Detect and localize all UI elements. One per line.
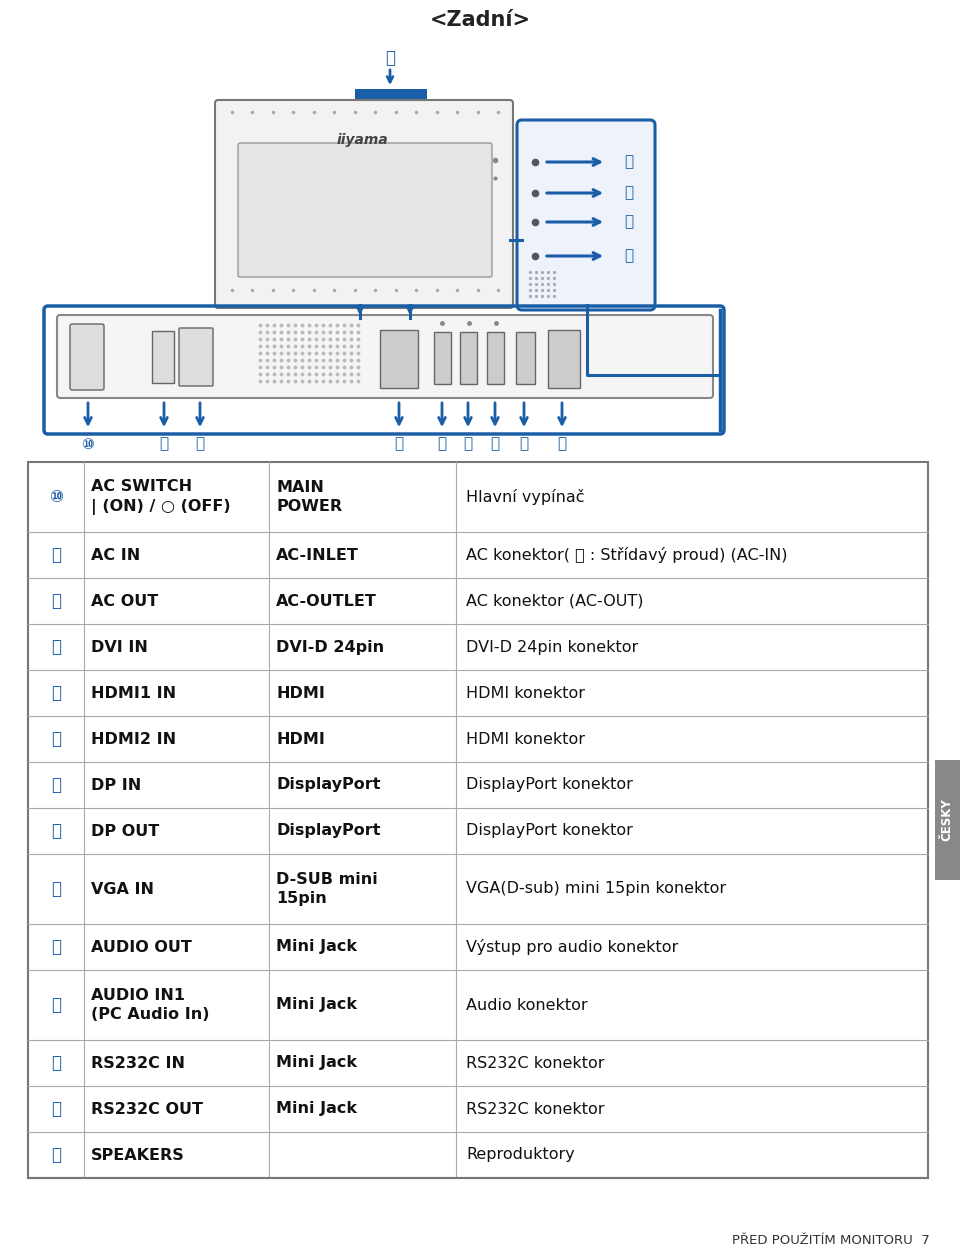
Text: HDMI konektor: HDMI konektor — [466, 731, 585, 747]
Text: ⑲: ⑲ — [51, 938, 61, 956]
Text: Mini Jack: Mini Jack — [276, 997, 357, 1012]
Text: Hlavní vypínač: Hlavní vypínač — [466, 488, 585, 505]
Text: DVI-D 24pin: DVI-D 24pin — [276, 640, 384, 655]
Text: ⑫: ⑫ — [51, 592, 61, 611]
Text: iiyama: iiyama — [336, 133, 388, 147]
Text: ⑱: ⑱ — [558, 437, 566, 452]
Text: ㉓: ㉓ — [51, 1146, 61, 1165]
FancyBboxPatch shape — [179, 329, 213, 387]
Text: ㉑: ㉑ — [624, 214, 634, 229]
Text: RS232C konektor: RS232C konektor — [466, 1102, 605, 1117]
Text: ⑫: ⑫ — [196, 437, 204, 452]
Text: HDMI1 IN: HDMI1 IN — [91, 685, 176, 700]
Text: ⑮: ⑮ — [464, 437, 472, 452]
Text: ⑪: ⑪ — [51, 546, 61, 564]
Text: ⑪: ⑪ — [159, 437, 169, 452]
Text: ㉓: ㉓ — [385, 49, 395, 67]
Text: DisplayPort konektor: DisplayPort konektor — [466, 823, 633, 838]
Text: AC IN: AC IN — [91, 548, 140, 563]
Text: ⑯: ⑯ — [51, 776, 61, 794]
Text: Reproduktory: Reproduktory — [466, 1147, 575, 1162]
Text: ⑩: ⑩ — [49, 488, 63, 506]
Text: AUDIO OUT: AUDIO OUT — [91, 939, 192, 954]
Text: Audio konektor: Audio konektor — [466, 997, 588, 1012]
Text: AC SWITCH
| (ON) / ○ (OFF): AC SWITCH | (ON) / ○ (OFF) — [91, 480, 230, 515]
Bar — [355, 89, 427, 103]
Text: DP IN: DP IN — [91, 778, 141, 792]
Text: ⑳: ⑳ — [51, 996, 61, 1013]
Text: ČESKY: ČESKY — [941, 798, 953, 841]
FancyBboxPatch shape — [238, 144, 492, 277]
Text: DVI-D 24pin konektor: DVI-D 24pin konektor — [466, 640, 638, 655]
Text: AC konektor (AC-OUT): AC konektor (AC-OUT) — [466, 593, 643, 608]
Text: ⑭: ⑭ — [51, 684, 61, 703]
Text: Mini Jack: Mini Jack — [276, 1102, 357, 1117]
Text: <Zadní>: <Zadní> — [429, 10, 531, 30]
Text: ㉒: ㉒ — [624, 248, 634, 263]
Text: DisplayPort konektor: DisplayPort konektor — [466, 778, 633, 792]
FancyBboxPatch shape — [70, 324, 104, 390]
Text: ⑭: ⑭ — [438, 437, 446, 452]
Text: Výstup pro audio konektor: Výstup pro audio konektor — [466, 939, 679, 956]
Bar — [487, 332, 504, 384]
Text: RS232C IN: RS232C IN — [91, 1055, 185, 1070]
Text: AC-INLET: AC-INLET — [276, 548, 359, 563]
Text: ⑲: ⑲ — [624, 155, 634, 170]
FancyBboxPatch shape — [215, 99, 513, 308]
Text: DisplayPort: DisplayPort — [276, 823, 380, 838]
Bar — [548, 330, 580, 388]
Bar — [380, 330, 418, 388]
Text: AC OUT: AC OUT — [91, 593, 158, 608]
Text: HDMI konektor: HDMI konektor — [466, 685, 585, 700]
Text: ⑰: ⑰ — [519, 437, 529, 452]
Bar — [28, 462, 928, 1178]
Text: SPEAKERS: SPEAKERS — [91, 1147, 184, 1162]
Text: ⑬: ⑬ — [51, 638, 61, 656]
Text: VGA(D-sub) mini 15pin konektor: VGA(D-sub) mini 15pin konektor — [466, 881, 726, 896]
Text: MAIN
POWER: MAIN POWER — [276, 480, 342, 515]
Text: HDMI2 IN: HDMI2 IN — [91, 731, 176, 747]
Text: D-SUB mini
15pin: D-SUB mini 15pin — [276, 871, 377, 906]
Bar — [152, 331, 174, 383]
Text: VGA IN: VGA IN — [91, 881, 154, 896]
Text: AC konektor( ～ : Střídavý proud) (AC-IN): AC konektor( ～ : Střídavý proud) (AC-IN) — [466, 546, 787, 563]
FancyBboxPatch shape — [517, 120, 655, 310]
Text: ⑬: ⑬ — [395, 437, 403, 452]
FancyBboxPatch shape — [57, 315, 713, 398]
Text: Mini Jack: Mini Jack — [276, 939, 357, 954]
Text: ⑮: ⑮ — [51, 730, 61, 748]
Text: ⑰: ⑰ — [51, 822, 61, 840]
Text: AUDIO IN1
(PC Audio In): AUDIO IN1 (PC Audio In) — [91, 987, 209, 1022]
Text: ㉑: ㉑ — [51, 1054, 61, 1071]
Text: DP OUT: DP OUT — [91, 823, 159, 838]
Text: HDMI: HDMI — [276, 731, 324, 747]
Text: ⑩: ⑩ — [82, 437, 94, 452]
Text: AC-OUTLET: AC-OUTLET — [276, 593, 377, 608]
Text: RS232C OUT: RS232C OUT — [91, 1102, 203, 1117]
Text: ⑳: ⑳ — [624, 185, 634, 200]
Bar — [516, 332, 535, 384]
Text: RS232C konektor: RS232C konektor — [466, 1055, 605, 1070]
Text: Mini Jack: Mini Jack — [276, 1055, 357, 1070]
Text: ⑱: ⑱ — [51, 880, 61, 898]
Bar — [460, 332, 477, 384]
Text: ㉒: ㉒ — [51, 1100, 61, 1118]
Text: DVI IN: DVI IN — [91, 640, 148, 655]
Text: ⑯: ⑯ — [491, 437, 499, 452]
Bar — [935, 760, 960, 880]
Bar — [434, 332, 451, 384]
Text: DisplayPort: DisplayPort — [276, 778, 380, 792]
Text: HDMI: HDMI — [276, 685, 324, 700]
Text: PŘED POUŽITÍM MONITORU  7: PŘED POUŽITÍM MONITORU 7 — [732, 1234, 930, 1246]
